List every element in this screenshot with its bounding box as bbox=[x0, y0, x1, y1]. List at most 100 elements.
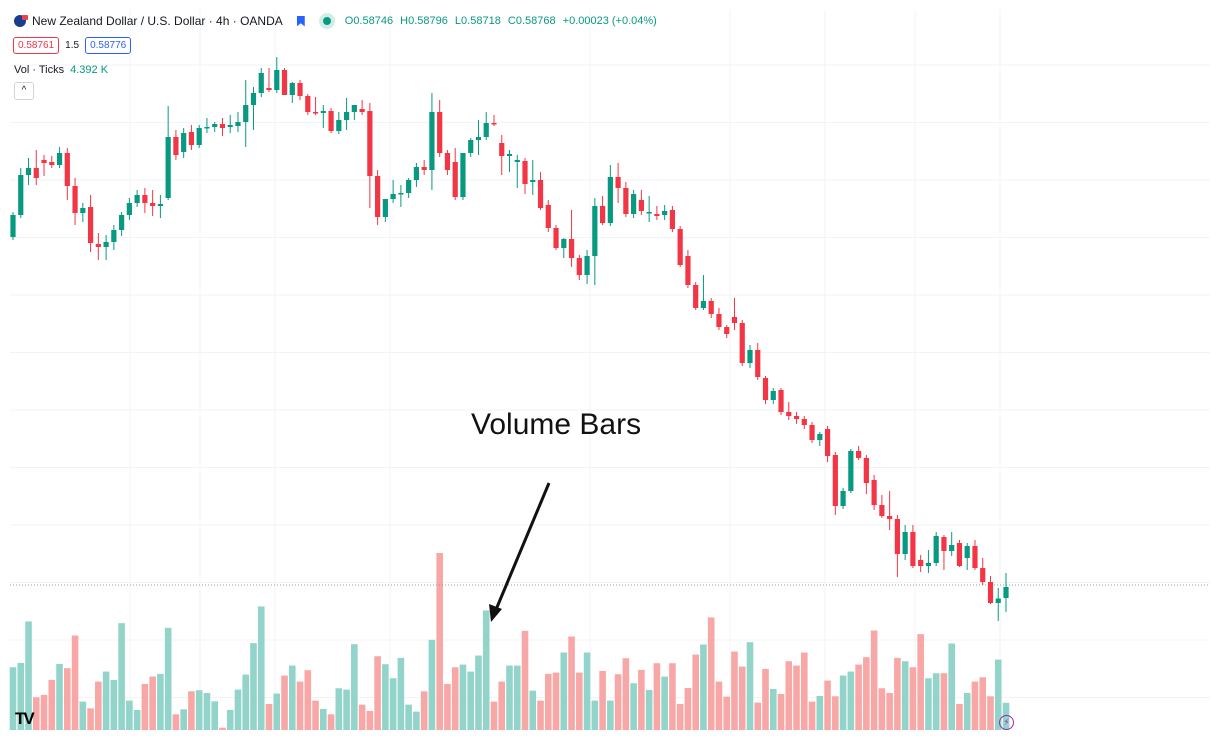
volume-bar bbox=[234, 689, 242, 730]
candle-body bbox=[708, 301, 714, 314]
volume-bar bbox=[754, 702, 762, 730]
volume-bar bbox=[48, 679, 56, 730]
candle-body bbox=[669, 210, 676, 229]
candle-body bbox=[662, 211, 668, 215]
candle bbox=[250, 87, 257, 130]
candle bbox=[599, 196, 606, 225]
volume-bar bbox=[661, 676, 668, 730]
candle bbox=[150, 190, 156, 216]
volume-label[interactable]: Vol · Ticks bbox=[14, 64, 65, 76]
volume-bar bbox=[56, 663, 63, 730]
candle bbox=[320, 105, 326, 128]
candle bbox=[398, 185, 404, 207]
volume-bar bbox=[855, 664, 862, 730]
candle-body bbox=[599, 206, 606, 223]
candle bbox=[817, 432, 823, 446]
candle bbox=[856, 446, 862, 460]
volume-bar bbox=[40, 694, 48, 730]
candle bbox=[499, 135, 505, 175]
volume-bar bbox=[638, 669, 645, 730]
candle bbox=[778, 388, 784, 415]
volume-bar bbox=[529, 690, 537, 730]
candle-body bbox=[460, 153, 466, 197]
candle bbox=[343, 98, 350, 130]
volume-bar bbox=[870, 630, 878, 730]
candle-body bbox=[522, 161, 528, 184]
bookmark-icon[interactable] bbox=[296, 15, 305, 27]
candle bbox=[584, 250, 590, 284]
volume-bar bbox=[413, 711, 420, 730]
volume-bar bbox=[164, 627, 172, 730]
candle bbox=[312, 97, 319, 115]
candle bbox=[212, 122, 218, 132]
candle bbox=[654, 206, 660, 220]
candle-body bbox=[80, 208, 86, 213]
candle-body bbox=[468, 140, 474, 153]
candle bbox=[421, 160, 427, 175]
candle bbox=[537, 172, 544, 210]
tradingview-logo-icon[interactable]: TV bbox=[15, 709, 35, 728]
volume-bar bbox=[451, 667, 459, 730]
candle-body bbox=[863, 458, 869, 483]
candle-body bbox=[243, 105, 249, 122]
candle-body bbox=[289, 83, 295, 95]
volume-bar bbox=[87, 708, 94, 730]
candle bbox=[801, 416, 807, 429]
candle-body bbox=[646, 212, 652, 214]
candle bbox=[126, 198, 132, 220]
volume-bar bbox=[25, 621, 32, 730]
volume-bar bbox=[273, 693, 281, 730]
volume-bar bbox=[32, 697, 40, 730]
candle-body bbox=[685, 256, 691, 285]
candle-body bbox=[382, 199, 388, 217]
volume-bar bbox=[490, 701, 498, 730]
candle bbox=[227, 115, 233, 133]
volume-bar bbox=[506, 665, 513, 730]
candle-body bbox=[576, 258, 582, 275]
candle bbox=[576, 255, 582, 280]
candle-body bbox=[483, 123, 489, 137]
lightning-icon[interactable]: ⚡ bbox=[999, 715, 1014, 730]
volume-bar bbox=[149, 676, 156, 730]
candle-body bbox=[871, 480, 877, 505]
candle-body bbox=[693, 285, 699, 308]
volume-bar bbox=[956, 703, 963, 730]
volume-bar bbox=[9, 667, 17, 730]
candle-body bbox=[444, 153, 451, 170]
candle-body bbox=[987, 582, 994, 603]
volume-bar bbox=[932, 673, 940, 730]
candle-body bbox=[537, 180, 544, 208]
buy-button[interactable]: 0.58776 bbox=[85, 37, 132, 54]
candle-body bbox=[848, 451, 854, 491]
volume-bar bbox=[769, 688, 777, 730]
volume-bar bbox=[102, 671, 110, 730]
candle bbox=[1003, 573, 1009, 612]
candle bbox=[964, 543, 970, 570]
candle bbox=[933, 532, 939, 566]
low-value: 0.58718 bbox=[461, 15, 501, 27]
candle bbox=[452, 148, 458, 200]
volume-bar bbox=[700, 644, 707, 730]
candle-body bbox=[925, 563, 932, 566]
volume-bar bbox=[95, 681, 102, 730]
candle bbox=[693, 282, 699, 310]
volume-bar bbox=[808, 701, 816, 730]
candle-body bbox=[204, 127, 210, 129]
candle bbox=[879, 495, 885, 518]
volume-bar bbox=[382, 664, 389, 730]
candle bbox=[887, 491, 893, 530]
candle bbox=[739, 320, 745, 366]
candle bbox=[980, 558, 986, 585]
candle-body bbox=[119, 215, 125, 230]
candle bbox=[289, 82, 295, 103]
volume-bar bbox=[219, 727, 226, 730]
candle-body bbox=[817, 434, 823, 440]
symbol-title[interactable]: New Zealand Dollar / U.S. Dollar · 4h · … bbox=[32, 14, 283, 28]
volume-bar bbox=[552, 672, 560, 730]
collapse-icon[interactable]: ^ bbox=[14, 82, 34, 100]
candle-body bbox=[755, 350, 761, 377]
candle-body bbox=[964, 546, 970, 558]
sell-button[interactable]: 0.58761 bbox=[13, 37, 60, 54]
high-label: H bbox=[400, 15, 409, 27]
